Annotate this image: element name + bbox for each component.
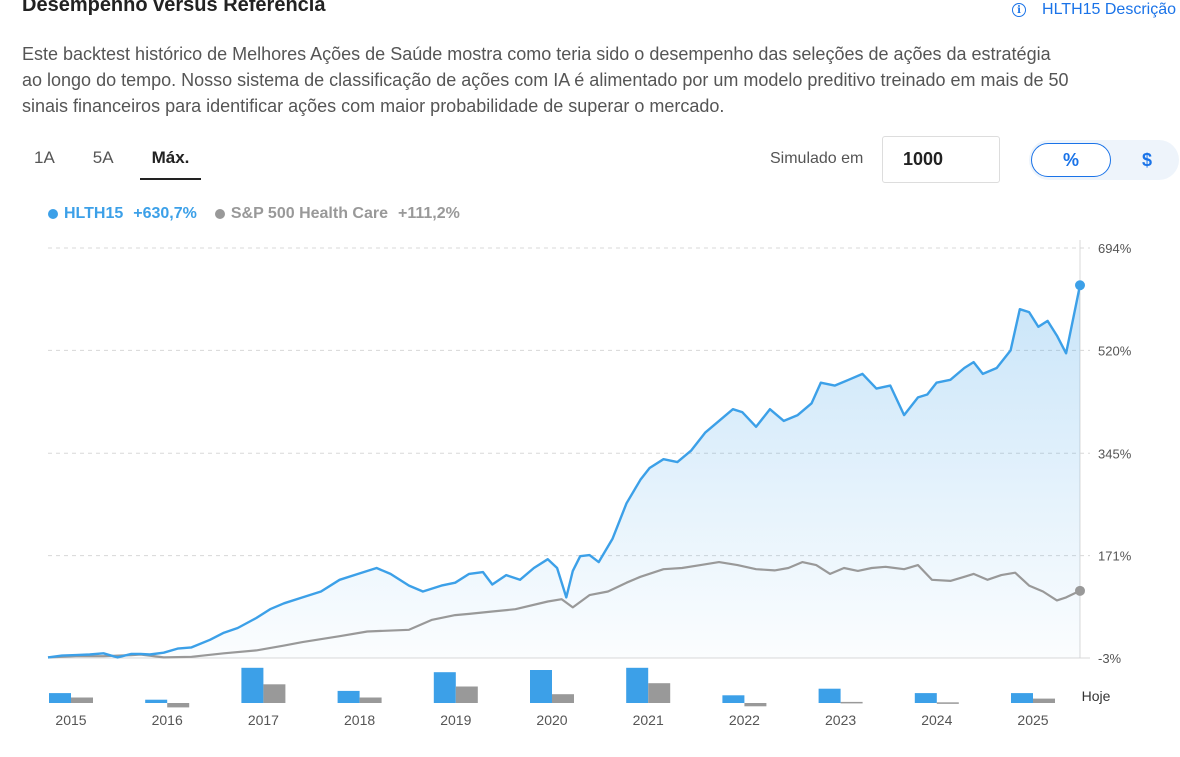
simulation-label: Simulado em <box>770 150 864 167</box>
x-tick-label: 2019 <box>440 712 471 728</box>
annual-bar-strategy <box>145 699 168 703</box>
annual-bar-strategy <box>49 693 71 703</box>
description-line: sinais financeiros para identificar açõe… <box>22 96 725 116</box>
annual-bar-benchmark <box>936 702 959 704</box>
annual-bar-benchmark <box>359 697 382 703</box>
benchmark-line <box>47 561 1081 659</box>
info-icon: i <box>1012 3 1027 17</box>
legend-strategy-value: +630,7% <box>133 205 197 222</box>
strategy-area <box>48 285 1080 658</box>
legend-strategy[interactable]: HLTH15 +630,7% <box>48 205 197 223</box>
annual-bar-strategy <box>1011 693 1033 703</box>
annual-bar-strategy <box>626 667 649 703</box>
description-link-label[interactable]: HLTH15 Descrição <box>1042 1 1176 18</box>
unit-toggle: % $ <box>1029 140 1179 180</box>
annual-bar-benchmark <box>744 703 767 707</box>
x-tick-label: 2018 <box>344 712 375 728</box>
tab-1y[interactable]: 1A <box>34 148 55 167</box>
legend-benchmark-dot <box>214 209 225 219</box>
tab-5y[interactable]: 5A <box>92 148 114 167</box>
page-title: Desempenho versus Referência <box>22 0 326 16</box>
y-tick-label: 345% <box>1098 446 1132 461</box>
annual-bar-strategy <box>433 672 456 703</box>
x-tick-label: 2023 <box>825 712 856 728</box>
annual-bar-strategy <box>530 670 552 703</box>
legend-benchmark-name: S&P 500 Health Care <box>230 205 388 222</box>
tab-max[interactable]: Máx. <box>139 140 202 180</box>
annual-bar-benchmark <box>455 686 478 703</box>
x-tick-label: 2020 <box>536 712 567 728</box>
annual-bar-benchmark <box>840 701 863 704</box>
description-line: ao longo do tempo. Nosso sistema de clas… <box>22 70 1069 90</box>
dollar-toggle-button[interactable]: $ <box>1141 149 1152 170</box>
annual-bar-benchmark <box>648 683 671 703</box>
x-tick-label: 2015 <box>55 712 86 728</box>
percent-toggle-button[interactable]: % <box>1031 143 1111 177</box>
description-line: Este backtest histórico de Melhores Açõe… <box>22 44 1051 64</box>
simulation-amount-input[interactable] <box>882 136 1000 183</box>
x-tick-label: 2017 <box>248 712 279 728</box>
annual-bar-strategy <box>818 688 841 703</box>
legend-benchmark-value: +111,2% <box>398 205 460 222</box>
description-link[interactable]: i HLTH15 Descrição <box>1012 1 1176 19</box>
y-tick-label: 171% <box>1098 549 1132 564</box>
x-tick-label: 2021 <box>633 712 664 728</box>
y-tick-label: 694% <box>1098 241 1132 256</box>
strategy-line <box>47 284 1082 659</box>
annual-bar-benchmark <box>167 703 190 708</box>
annual-bar-benchmark <box>1033 698 1055 703</box>
x-tick-label: 2016 <box>152 712 183 728</box>
benchmark-end-marker <box>1075 585 1085 596</box>
x-tick-label: 2025 <box>1017 712 1048 728</box>
annual-bar-strategy <box>337 690 360 703</box>
time-range-tabs: 1A 5A Máx. <box>22 140 215 180</box>
annual-bar-benchmark <box>263 684 286 703</box>
strategy-end-marker <box>1075 280 1085 291</box>
legend-strategy-name: HLTH15 <box>64 205 124 222</box>
annual-bar-benchmark <box>552 694 574 703</box>
today-label: Hoje <box>1082 688 1111 704</box>
description-text: Este backtest histórico de Melhores Açõe… <box>22 41 1178 119</box>
chart-legend: HLTH15 +630,7% S&P 500 Health Care +111,… <box>48 205 478 223</box>
annual-bar-strategy <box>241 667 264 703</box>
annual-bar-benchmark <box>71 697 93 703</box>
x-tick-label: 2024 <box>921 712 952 728</box>
y-tick-label: -3% <box>1098 651 1122 666</box>
annual-bar-strategy <box>914 693 937 703</box>
annual-bar-strategy <box>722 695 745 703</box>
y-tick-label: 520% <box>1098 343 1132 358</box>
x-tick-label: 2022 <box>729 712 760 728</box>
legend-strategy-dot <box>48 209 58 219</box>
legend-benchmark[interactable]: S&P 500 Health Care +111,2% <box>214 205 460 223</box>
